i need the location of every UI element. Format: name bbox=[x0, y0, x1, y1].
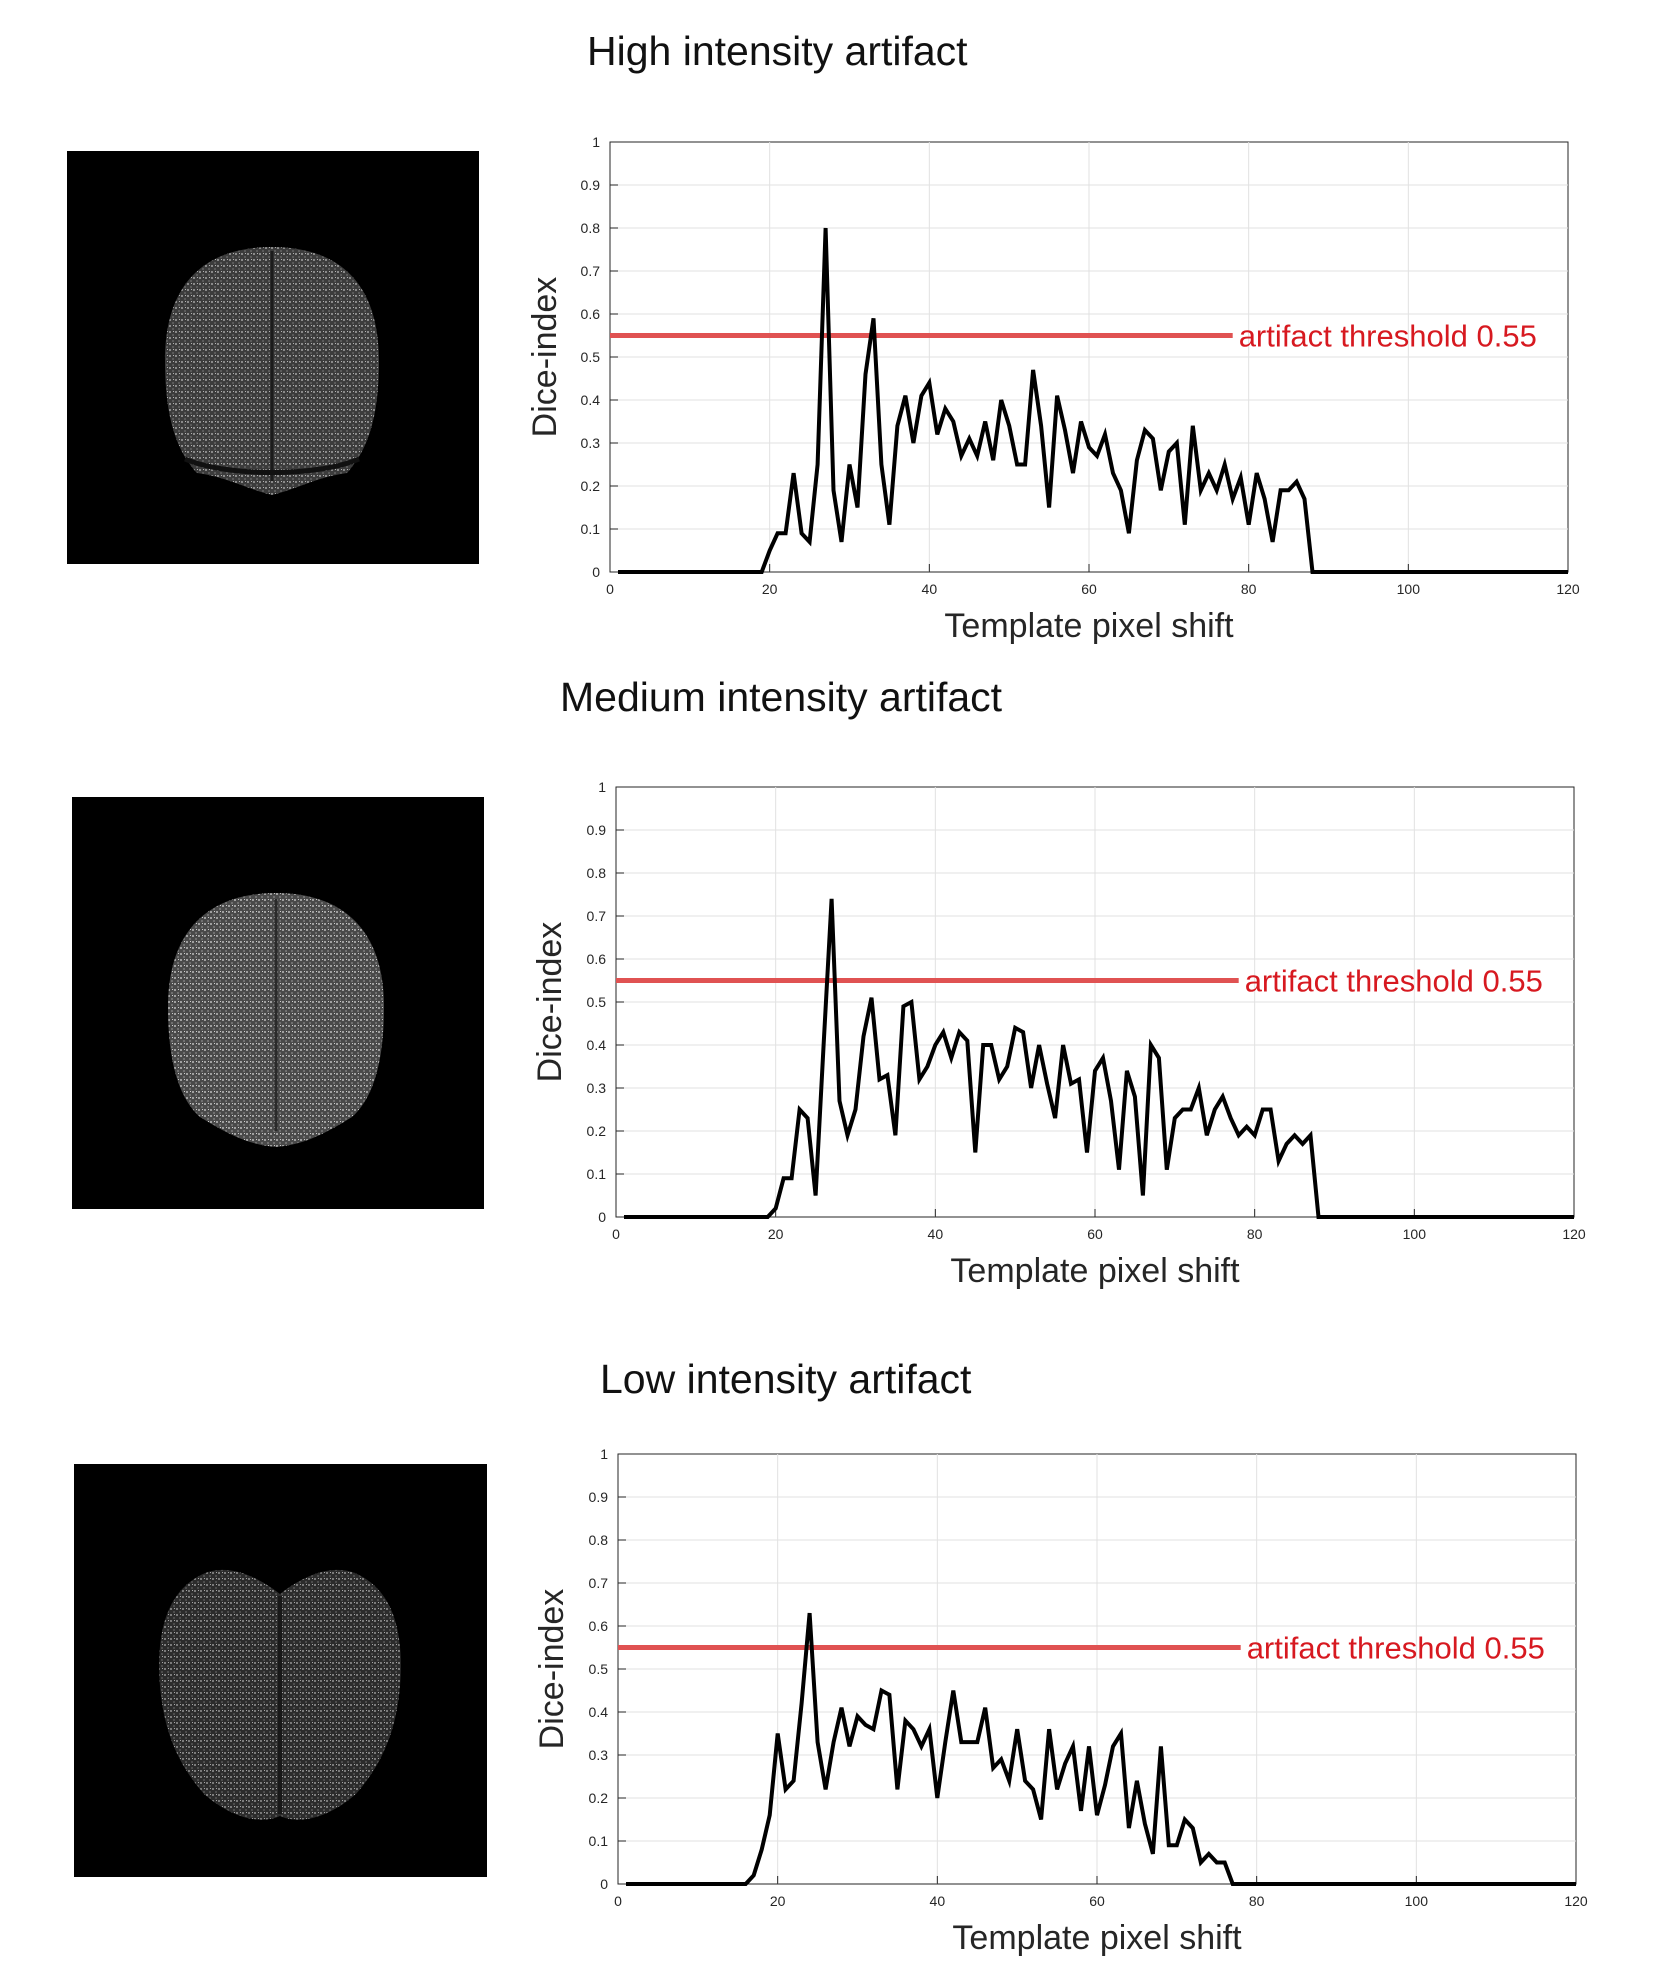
x-tick-label: 60 bbox=[1087, 1226, 1103, 1242]
y-tick-label: 0.2 bbox=[589, 1790, 609, 1806]
y-tick-label: 0.9 bbox=[581, 177, 601, 193]
y-tick-label: 0.4 bbox=[589, 1704, 609, 1720]
y-tick-label: 0.3 bbox=[581, 435, 601, 451]
y-tick-label: 0.8 bbox=[581, 220, 601, 236]
x-tick-label: 20 bbox=[770, 1893, 786, 1909]
x-axis-label: Template pixel shift bbox=[944, 607, 1234, 645]
y-tick-label: 0.6 bbox=[589, 1618, 609, 1634]
x-tick-label: 100 bbox=[1403, 1226, 1427, 1242]
y-tick-label: 0.3 bbox=[587, 1080, 607, 1096]
y-tick-label: 1 bbox=[592, 134, 600, 150]
threshold-label: artifact threshold 0.55 bbox=[1245, 964, 1543, 999]
y-axis-label: Dice-index bbox=[533, 1589, 571, 1750]
chart-svg-medium: 0 20 40 60 80 100 120 0 0.1 0.2 0.3 0.4 0.5 0.6 0.7 0.8… bbox=[531, 779, 1586, 1290]
threshold-label: artifact threshold 0.55 bbox=[1239, 319, 1537, 354]
y-tick-label: 0.4 bbox=[581, 392, 601, 408]
x-tick-label: 40 bbox=[930, 1893, 946, 1909]
chart-svg-low: 0 20 40 60 80 100 120 0 0.1 0.2 0.3 0.4 0.5 0.6 0.7 0.8… bbox=[533, 1446, 1588, 1957]
y-axis-label: Dice-index bbox=[531, 922, 569, 1083]
y-axis-label: Dice-index bbox=[526, 277, 564, 438]
y-tick-label: 0.1 bbox=[589, 1833, 609, 1849]
y-tick-label: 0.1 bbox=[581, 521, 601, 537]
mri-medium-intensity bbox=[72, 797, 484, 1209]
x-tick-label: 0 bbox=[614, 1893, 622, 1909]
y-tick-label: 0.1 bbox=[587, 1166, 607, 1182]
y-tick-label: 0.8 bbox=[589, 1532, 609, 1548]
y-tick-label: 0 bbox=[592, 564, 600, 580]
y-tick-label: 0.4 bbox=[587, 1037, 607, 1053]
chart-high: 0 20 40 60 80 100 120 0 0.1 0.2 0.3 0.4 0.5 0.6 0.7 0.8… bbox=[526, 134, 1580, 650]
y-tick-label: 1 bbox=[598, 779, 606, 795]
threshold-label: artifact threshold 0.55 bbox=[1247, 1631, 1545, 1666]
x-tick-label: 40 bbox=[922, 581, 938, 597]
x-axis-label: Template pixel shift bbox=[950, 1252, 1240, 1290]
y-tick-label: 0.3 bbox=[589, 1747, 609, 1763]
x-tick-label: 120 bbox=[1556, 581, 1580, 597]
y-tick-label: 0.5 bbox=[589, 1661, 609, 1677]
chart-svg-high: 0 20 40 60 80 100 120 0 0.1 0.2 0.3 0.4 0.5 0.6 0.7 0.8… bbox=[526, 134, 1580, 645]
y-tick-label: 0.6 bbox=[587, 951, 607, 967]
mri-low-intensity bbox=[74, 1464, 487, 1877]
brain-scan-icon bbox=[168, 893, 384, 1147]
y-tick-label: 0.5 bbox=[587, 994, 607, 1010]
plot-area: 0 20 40 60 80 100 120 0 0.1 0.2 0.3 0.4 0.5 0.6 0.7 0.8… bbox=[589, 1446, 1588, 1909]
mri-high-intensity bbox=[67, 151, 479, 564]
y-tick-label: 0.8 bbox=[587, 865, 607, 881]
x-tick-label: 100 bbox=[1397, 581, 1421, 597]
y-tick-label: 0 bbox=[598, 1209, 606, 1225]
y-tick-label: 0.9 bbox=[589, 1489, 609, 1505]
x-tick-label: 120 bbox=[1564, 1893, 1588, 1909]
x-tick-label: 20 bbox=[762, 581, 778, 597]
y-tick-label: 0.2 bbox=[581, 478, 601, 494]
x-tick-label: 60 bbox=[1089, 1893, 1105, 1909]
series-line bbox=[624, 898, 1574, 1219]
series-line bbox=[618, 227, 1568, 574]
x-tick-label: 80 bbox=[1247, 1226, 1263, 1242]
y-tick-label: 0 bbox=[600, 1876, 608, 1892]
chart-title-high: High intensity artifact bbox=[587, 28, 968, 74]
y-tick-label: 0.5 bbox=[581, 349, 601, 365]
y-tick-label: 0.7 bbox=[587, 908, 607, 924]
x-tick-label: 60 bbox=[1081, 581, 1097, 597]
y-tick-label: 0.7 bbox=[581, 263, 601, 279]
brain-scan-icon bbox=[159, 1569, 401, 1820]
x-tick-label: 0 bbox=[612, 1226, 620, 1242]
x-tick-label: 40 bbox=[928, 1226, 944, 1242]
x-tick-label: 100 bbox=[1405, 1893, 1429, 1909]
brain-scan-icon bbox=[165, 247, 379, 495]
series-line bbox=[626, 1612, 1576, 1886]
y-tick-label: 0.2 bbox=[587, 1123, 607, 1139]
plot-area: 0 20 40 60 80 100 120 0 0.1 0.2 0.3 0.4 0.5 0.6 0.7 0.8… bbox=[587, 779, 1586, 1242]
chart-medium: 0 20 40 60 80 100 120 0 0.1 0.2 0.3 0.4 0.5 0.6 0.7 0.8… bbox=[531, 779, 1586, 1295]
chart-low: 0 20 40 60 80 100 120 0 0.1 0.2 0.3 0.4 0.5 0.6 0.7 0.8… bbox=[533, 1446, 1588, 1962]
y-tick-label: 0.6 bbox=[581, 306, 601, 322]
x-tick-label: 80 bbox=[1241, 581, 1257, 597]
x-tick-label: 20 bbox=[768, 1226, 784, 1242]
x-axis-label: Template pixel shift bbox=[952, 1919, 1242, 1957]
chart-title-low: Low intensity artifact bbox=[600, 1356, 972, 1402]
y-tick-label: 0.7 bbox=[589, 1575, 609, 1591]
y-tick-label: 0.9 bbox=[587, 822, 607, 838]
chart-title-medium: Medium intensity artifact bbox=[560, 674, 1003, 720]
y-tick-label: 1 bbox=[600, 1446, 608, 1462]
x-tick-label: 120 bbox=[1562, 1226, 1586, 1242]
x-tick-label: 80 bbox=[1249, 1893, 1265, 1909]
x-tick-label: 0 bbox=[606, 581, 614, 597]
plot-area: 0 20 40 60 80 100 120 0 0.1 0.2 0.3 0.4 0.5 0.6 0.7 0.8… bbox=[581, 134, 1580, 597]
